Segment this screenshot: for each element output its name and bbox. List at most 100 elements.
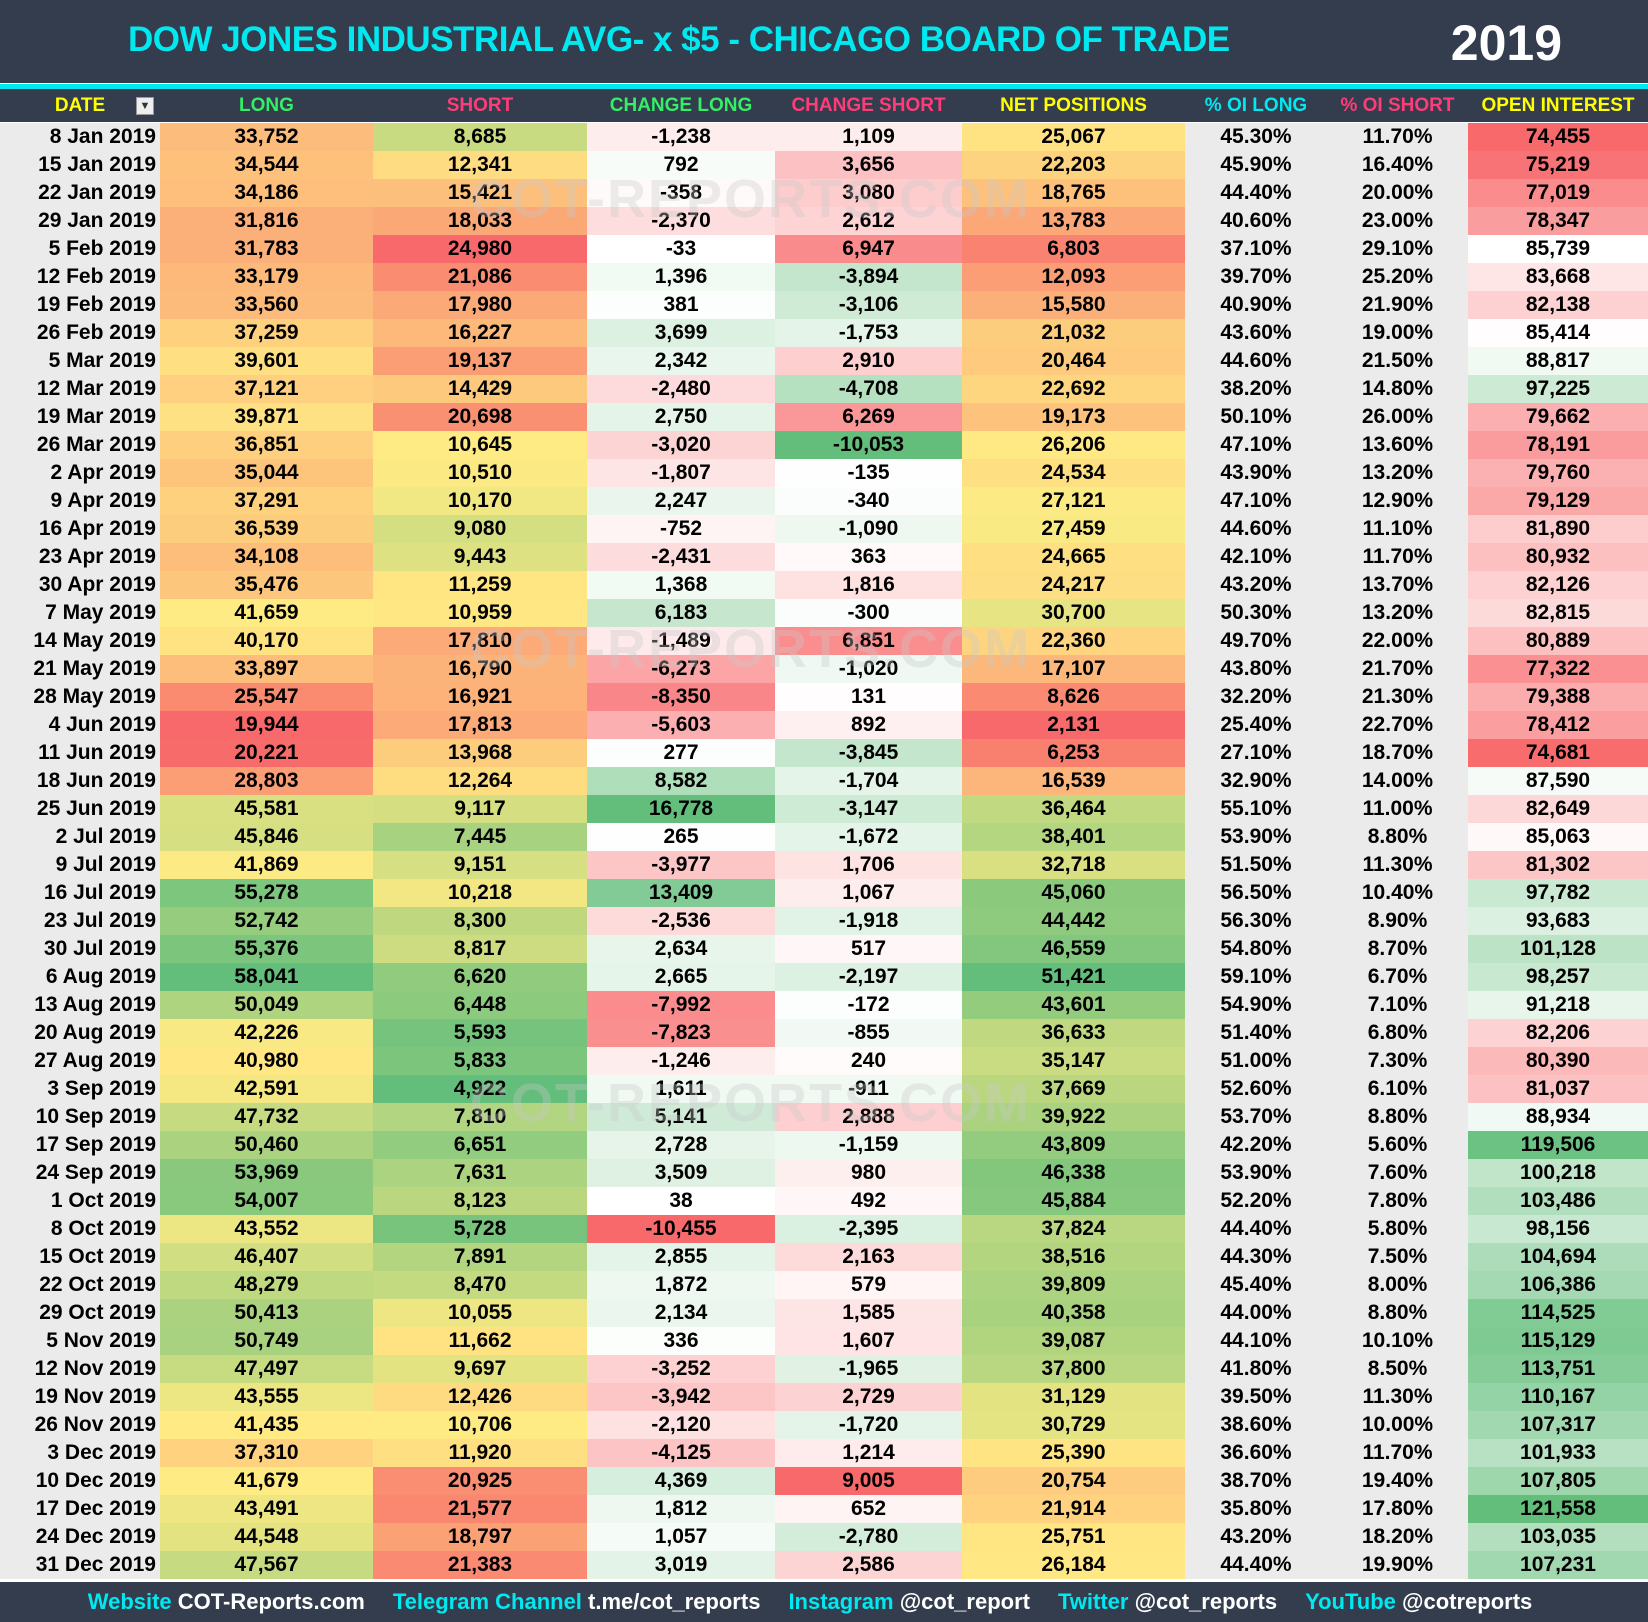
- cell-open-interest: 101,933: [1468, 1439, 1648, 1467]
- cell-pct-oi-short: 21.90%: [1327, 291, 1468, 319]
- cell-short: 8,470: [373, 1271, 587, 1299]
- cell-long: 41,679: [160, 1467, 373, 1495]
- cell-open-interest: 74,455: [1468, 123, 1648, 151]
- cell-open-interest: 110,167: [1468, 1383, 1648, 1411]
- cell-pct-oi-short: 23.00%: [1327, 207, 1468, 235]
- cell-change-short: 1,585: [775, 1299, 962, 1327]
- cell-change-short: -3,147: [775, 795, 962, 823]
- cell-change-short: -855: [775, 1019, 962, 1047]
- cell-pct-oi-long: 44.40%: [1185, 1215, 1327, 1243]
- column-header-short: SHORT: [373, 89, 587, 122]
- cell-pct-oi-short: 14.00%: [1327, 767, 1468, 795]
- cell-change-long: -3,942: [587, 1383, 775, 1411]
- cell-net-positions: 24,534: [962, 459, 1185, 487]
- cell-long: 52,742: [160, 907, 373, 935]
- cell-pct-oi-short: 19.90%: [1327, 1551, 1468, 1579]
- cell-change-short: -3,106: [775, 291, 962, 319]
- cell-date: 26 Feb 2019: [0, 319, 160, 347]
- cell-change-short: -1,020: [775, 655, 962, 683]
- cell-short: 16,921: [373, 683, 587, 711]
- cell-short: 11,259: [373, 571, 587, 599]
- cell-change-short: 892: [775, 711, 962, 739]
- cell-long: 31,783: [160, 235, 373, 263]
- cell-net-positions: 12,093: [962, 263, 1185, 291]
- cell-date: 5 Nov 2019: [0, 1327, 160, 1355]
- footer-link[interactable]: t.me/cot_reports: [588, 1589, 761, 1614]
- cell-date: 2 Apr 2019: [0, 459, 160, 487]
- cell-change-long: 1,872: [587, 1271, 775, 1299]
- cell-pct-oi-short: 13.60%: [1327, 431, 1468, 459]
- cell-change-short: 2,888: [775, 1103, 962, 1131]
- table-row: 12 Nov 2019 47,497 9,697 -3,252 -1,965 37,800…: [0, 1355, 1648, 1383]
- cell-net-positions: 20,754: [962, 1467, 1185, 1495]
- footer-link[interactable]: @cot_report: [899, 1589, 1030, 1614]
- cell-pct-oi-long: 42.10%: [1185, 543, 1327, 571]
- footer-link[interactable]: @cot_reports: [1134, 1589, 1278, 1614]
- table-row: 17 Dec 2019 43,491 21,577 1,812 652 21,914 35.…: [0, 1495, 1648, 1523]
- table-row: 8 Oct 2019 43,552 5,728 -10,455 -2,395 37,824…: [0, 1215, 1648, 1243]
- cell-date: 30 Apr 2019: [0, 571, 160, 599]
- cell-change-short: 3,080: [775, 179, 962, 207]
- cell-pct-oi-long: 44.10%: [1185, 1327, 1327, 1355]
- cell-date: 8 Jan 2019: [0, 123, 160, 151]
- table-row: 20 Aug 2019 42,226 5,593 -7,823 -855 36,633 51…: [0, 1019, 1648, 1047]
- cell-net-positions: 27,121: [962, 487, 1185, 515]
- cell-change-long: -2,431: [587, 543, 775, 571]
- cell-long: 33,560: [160, 291, 373, 319]
- table-row: 6 Aug 2019 58,041 6,620 2,665 -2,197 51,421 59…: [0, 963, 1648, 991]
- cell-net-positions: 30,700: [962, 599, 1185, 627]
- cell-pct-oi-long: 36.60%: [1185, 1439, 1327, 1467]
- footer: Website COT-Reports.com Telegram Channel …: [0, 1582, 1648, 1622]
- cell-pct-oi-short: 7.50%: [1327, 1243, 1468, 1271]
- cell-pct-oi-long: 50.10%: [1185, 403, 1327, 431]
- cell-pct-oi-short: 21.30%: [1327, 683, 1468, 711]
- cell-net-positions: 25,751: [962, 1523, 1185, 1551]
- table-row: 15 Jan 2019 34,544 12,341 792 3,656 22,203 45.…: [0, 151, 1648, 179]
- cell-open-interest: 113,751: [1468, 1355, 1648, 1383]
- table-row: 23 Apr 2019 34,108 9,443 -2,431 363 24,665 42.…: [0, 543, 1648, 571]
- table-row: 4 Jun 2019 19,944 17,813 -5,603 892 2,131 25.4…: [0, 711, 1648, 739]
- cell-long: 58,041: [160, 963, 373, 991]
- footer-link[interactable]: COT-Reports.com: [177, 1589, 365, 1614]
- table-row: 30 Jul 2019 55,376 8,817 2,634 517 46,559 54.8…: [0, 935, 1648, 963]
- table-row: 28 May 2019 25,547 16,921 -8,350 131 8,626 32.…: [0, 683, 1648, 711]
- footer-link[interactable]: @cotreports: [1402, 1589, 1533, 1614]
- filter-icon[interactable]: ▼: [136, 97, 154, 115]
- cell-pct-oi-long: 45.30%: [1185, 123, 1327, 151]
- cell-date: 15 Oct 2019: [0, 1243, 160, 1271]
- cell-open-interest: 93,683: [1468, 907, 1648, 935]
- cell-open-interest: 119,506: [1468, 1131, 1648, 1159]
- cell-change-long: 1,057: [587, 1523, 775, 1551]
- cell-long: 41,869: [160, 851, 373, 879]
- cell-pct-oi-long: 53.90%: [1185, 823, 1327, 851]
- cell-short: 5,833: [373, 1047, 587, 1075]
- cell-change-short: -2,395: [775, 1215, 962, 1243]
- cell-change-short: 240: [775, 1047, 962, 1075]
- cell-short: 9,443: [373, 543, 587, 571]
- cell-change-short: -3,894: [775, 263, 962, 291]
- cell-short: 17,813: [373, 711, 587, 739]
- cell-change-long: -7,992: [587, 991, 775, 1019]
- cell-change-long: 2,134: [587, 1299, 775, 1327]
- column-header-pct-oi-long: % OI LONG: [1185, 89, 1327, 122]
- cell-long: 19,944: [160, 711, 373, 739]
- cell-short: 5,728: [373, 1215, 587, 1243]
- cell-open-interest: 103,486: [1468, 1187, 1648, 1215]
- cell-change-long: -2,120: [587, 1411, 775, 1439]
- cell-pct-oi-long: 53.70%: [1185, 1103, 1327, 1131]
- cell-change-long: -1,807: [587, 459, 775, 487]
- cell-date: 12 Feb 2019: [0, 263, 160, 291]
- cell-pct-oi-short: 8.00%: [1327, 1271, 1468, 1299]
- cell-date: 3 Dec 2019: [0, 1439, 160, 1467]
- cell-open-interest: 87,590: [1468, 767, 1648, 795]
- cell-date: 30 Jul 2019: [0, 935, 160, 963]
- table-row: 10 Dec 2019 41,679 20,925 4,369 9,005 20,754 3…: [0, 1467, 1648, 1495]
- column-header-pct-oi-short: % OI SHORT: [1327, 89, 1468, 122]
- column-header-label: % OI SHORT: [1340, 95, 1455, 116]
- cell-long: 37,310: [160, 1439, 373, 1467]
- cell-change-short: -2,197: [775, 963, 962, 991]
- cell-change-short: -1,753: [775, 319, 962, 347]
- cell-date: 16 Jul 2019: [0, 879, 160, 907]
- cell-change-long: 2,634: [587, 935, 775, 963]
- column-header-change-short: CHANGE SHORT: [775, 89, 962, 122]
